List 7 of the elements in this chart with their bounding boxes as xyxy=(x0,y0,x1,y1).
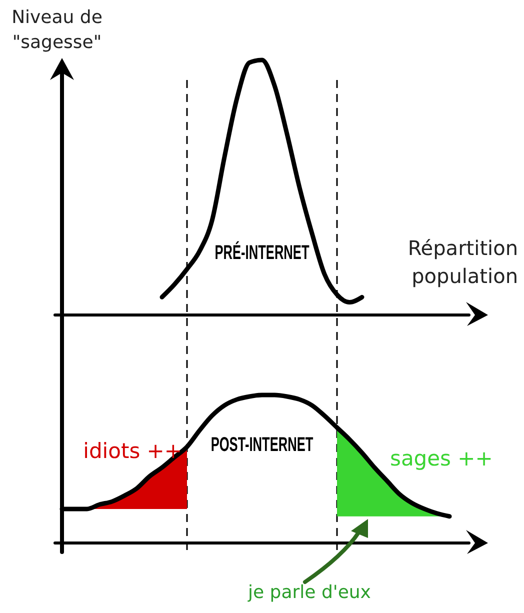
series-label: sages ++ xyxy=(390,446,493,471)
x-axis-title: Répartition population xyxy=(408,236,518,288)
text: je parle d'eux xyxy=(247,582,372,603)
series-label: POST-INTERNET xyxy=(210,433,314,456)
series-label: idiots ++ xyxy=(83,438,182,463)
y-axis-title: Niveau de "sagesse" xyxy=(12,7,102,53)
series-label: PRÉ-INTERNET xyxy=(214,241,310,264)
